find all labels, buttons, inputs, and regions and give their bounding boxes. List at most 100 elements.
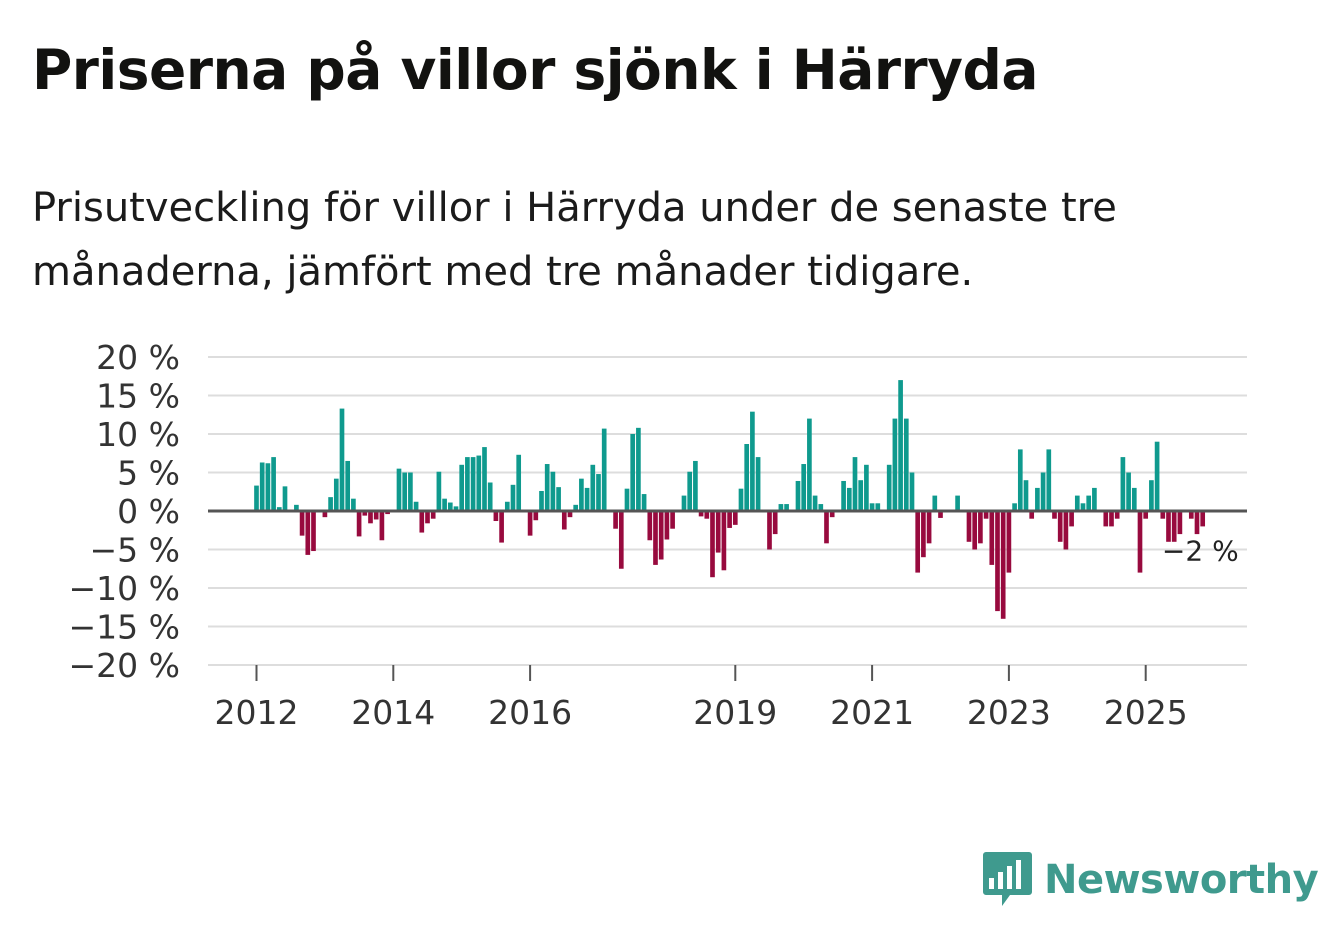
bar — [294, 504, 299, 511]
bar — [727, 511, 732, 528]
bar — [504, 501, 510, 511]
bar — [408, 472, 413, 511]
bar — [1069, 511, 1074, 527]
bar — [710, 511, 715, 578]
bar — [1120, 457, 1126, 511]
bar — [436, 471, 442, 511]
newsworthy-logo: Newsworthy — [980, 848, 1319, 912]
bar — [1154, 441, 1160, 511]
bar — [1171, 511, 1177, 542]
bar — [641, 494, 647, 511]
bar — [345, 460, 351, 511]
bar — [715, 511, 721, 553]
bar — [858, 480, 864, 511]
bar — [305, 511, 311, 555]
bar — [687, 471, 693, 511]
bar — [966, 511, 972, 542]
bar — [989, 511, 995, 565]
bar — [1177, 511, 1183, 535]
bar — [1131, 487, 1137, 511]
bar — [276, 507, 282, 511]
bar — [909, 472, 915, 511]
bar — [915, 511, 921, 573]
bar — [476, 455, 482, 511]
bar — [1194, 511, 1200, 535]
bar — [698, 511, 704, 517]
bar — [590, 464, 596, 511]
bar — [784, 504, 789, 511]
bar — [539, 490, 544, 511]
bar — [744, 444, 750, 511]
bar — [487, 482, 493, 511]
bar — [373, 511, 379, 520]
bar — [852, 457, 858, 511]
bar — [995, 511, 1000, 612]
bar — [339, 408, 345, 511]
y-tick-label: 10 % — [96, 415, 180, 454]
bar — [447, 502, 453, 511]
bar — [368, 511, 373, 524]
bar — [772, 511, 778, 535]
bar — [829, 511, 835, 518]
bar — [647, 511, 653, 541]
bar — [254, 485, 259, 511]
bar — [413, 501, 419, 511]
bar — [1086, 495, 1092, 511]
bar — [1012, 503, 1017, 511]
bar — [510, 484, 516, 511]
newsworthy-logo-icon — [983, 852, 1032, 906]
bar — [1063, 511, 1069, 550]
bar — [892, 418, 898, 511]
bar — [1200, 511, 1206, 527]
bar — [670, 511, 675, 529]
bar — [613, 511, 618, 529]
bar — [1017, 449, 1023, 511]
chart-subtitle: Prisutveckling för villor i Härryda unde… — [32, 185, 1117, 295]
chart-title: Priserna på villor sjönk i Härryda — [32, 38, 1038, 102]
y-tick-label: 15 % — [96, 377, 180, 416]
bar — [1188, 511, 1194, 519]
x-tick-label: 2016 — [488, 693, 572, 732]
y-tick-label: 0 % — [117, 492, 180, 531]
bar — [402, 472, 408, 511]
bar — [1046, 449, 1052, 511]
bar — [1057, 511, 1063, 542]
bar — [921, 511, 926, 558]
bar — [1166, 511, 1171, 542]
bar — [807, 418, 812, 511]
bar — [561, 511, 567, 530]
bar — [579, 478, 584, 511]
bar — [425, 511, 430, 524]
bar — [955, 495, 960, 511]
bar — [864, 464, 869, 511]
bar — [527, 511, 533, 536]
bar — [1092, 487, 1097, 511]
bar — [972, 511, 978, 550]
bar — [704, 511, 710, 519]
bar — [624, 488, 630, 511]
bar — [299, 511, 305, 536]
bar — [1149, 480, 1154, 511]
bar — [465, 457, 470, 511]
bar — [271, 457, 276, 511]
bar — [1103, 511, 1109, 527]
bar — [533, 511, 539, 521]
bar — [1114, 511, 1120, 519]
bar — [362, 511, 368, 516]
bar — [978, 511, 983, 544]
bar — [938, 511, 943, 518]
bar — [824, 511, 829, 544]
bar — [932, 495, 938, 511]
bar — [898, 380, 903, 511]
bar — [453, 506, 459, 511]
bar — [584, 487, 590, 511]
bar — [886, 464, 892, 511]
bar — [681, 495, 687, 511]
x-tick-label: 2014 — [351, 693, 435, 732]
bar — [1109, 511, 1114, 527]
bar — [493, 511, 499, 522]
bar — [618, 511, 624, 569]
annotation-group: −2 % — [1162, 534, 1239, 567]
bar — [328, 497, 333, 511]
